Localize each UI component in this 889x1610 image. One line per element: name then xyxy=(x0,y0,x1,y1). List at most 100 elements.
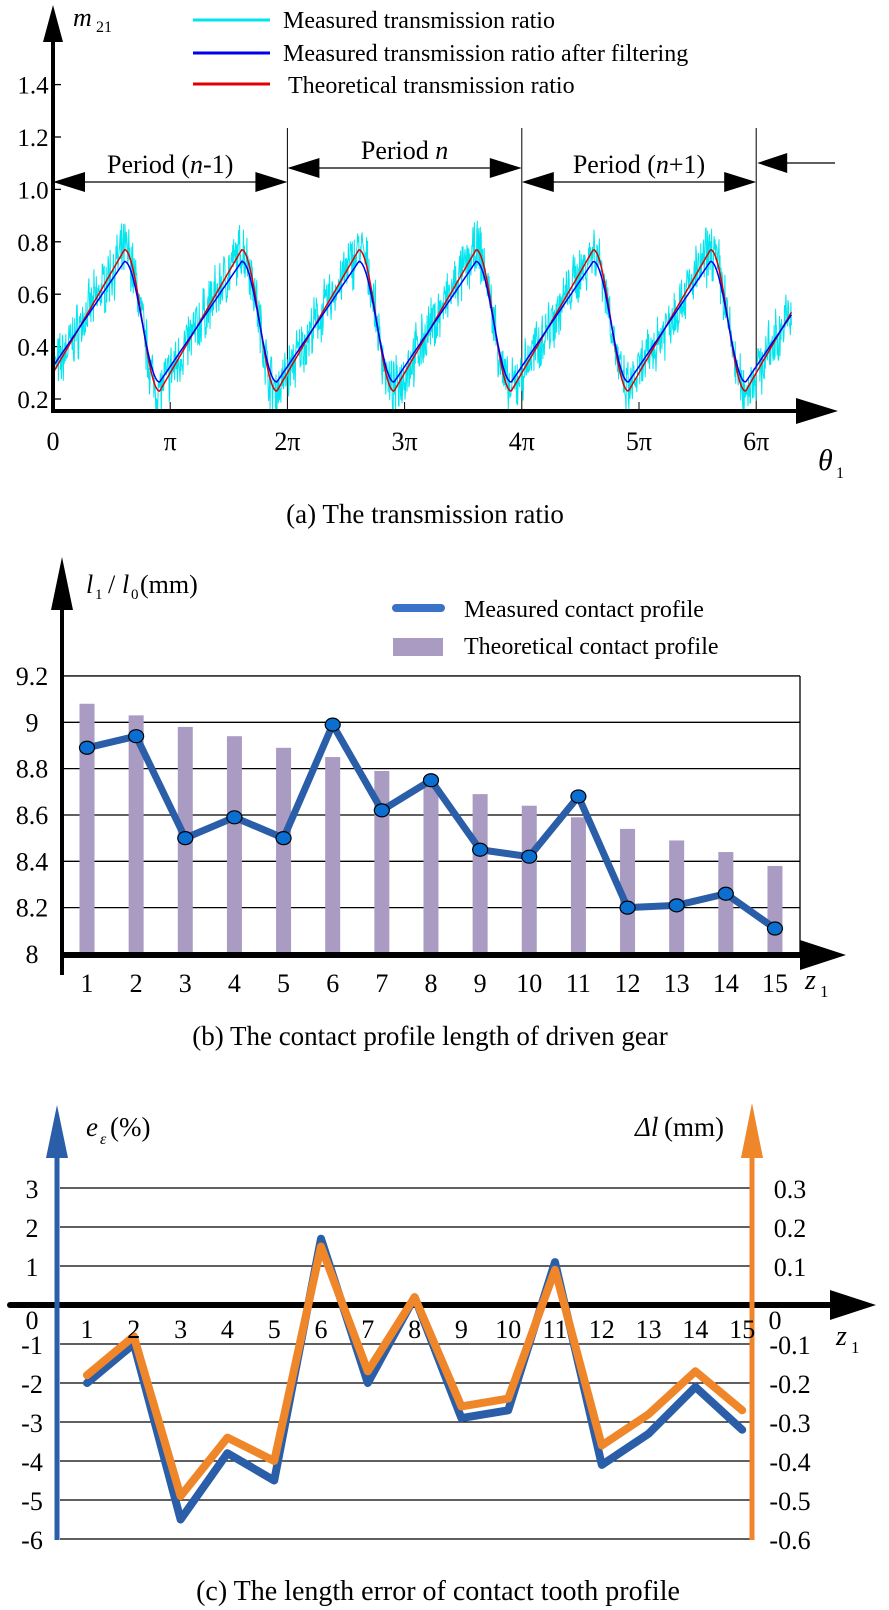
right-y-tick-label: -0.1 xyxy=(769,1331,810,1360)
right-y-tick-label: 0.2 xyxy=(774,1214,807,1243)
y-tick-label: 8.8 xyxy=(16,755,49,784)
bar-theoretical xyxy=(128,715,144,954)
x-tick-label: 10 xyxy=(495,1315,521,1344)
arrowhead-left xyxy=(53,172,85,192)
y-axis-label-unit: (mm) xyxy=(140,570,198,599)
x-tick-label: 9 xyxy=(474,969,487,998)
y-tick-label: 8 xyxy=(26,940,39,969)
y-axis-label-l0: l xyxy=(122,570,129,599)
data-point-measured xyxy=(766,921,784,936)
data-point-measured xyxy=(570,789,587,804)
data-point-measured xyxy=(717,886,734,901)
data-point-measured xyxy=(472,842,489,857)
right-y-axis-ticks: -0.6 -0.5 -0.4 -0.3 -0.2 -0.10 0.1 0.2 0.3 xyxy=(769,1175,811,1555)
x-axis-label: z xyxy=(804,965,816,996)
bar-theoretical xyxy=(521,805,537,954)
bar-theoretical xyxy=(79,703,95,954)
x-tick-label: 0 xyxy=(47,427,60,456)
period-label: Period (n+1) xyxy=(573,150,705,179)
legend-label-measured: Measured transmission ratio xyxy=(283,8,555,34)
data-point-measured xyxy=(373,803,390,818)
x-tick-label: 13 xyxy=(636,1315,662,1344)
x-axis-arrow xyxy=(796,398,838,424)
legend-label-theoretical: Theoretical transmission ratio xyxy=(288,73,575,99)
right-y-tick-label: 0.1 xyxy=(774,1253,807,1282)
x-tick-label: 5 xyxy=(268,1315,281,1344)
caption-b: (b) The contact profile length of driven… xyxy=(192,1021,668,1051)
arrowhead-right xyxy=(255,172,288,192)
left-y-axis-arrow xyxy=(46,1105,68,1158)
left-y-tick-label: -2 xyxy=(21,1370,43,1399)
chart-b-contact-profile-length: 88.28.48.68.899.2 1 2 3 4 5 6 7 8 9 10 11 12 13 14 15 … xyxy=(16,557,846,1051)
data-point-measured xyxy=(668,898,685,913)
period-annotation-next xyxy=(757,153,835,173)
y-tick-label: 8.6 xyxy=(16,801,49,830)
line-e-epsilon xyxy=(83,1234,747,1524)
x-axis-ticks: 0 π 2π 3π 4π 5π 6π xyxy=(47,402,769,456)
y-tick-label: 1.2 xyxy=(17,125,48,152)
left-y-tick-label: 3 xyxy=(26,1175,39,1204)
x-tick-label: 14 xyxy=(682,1315,708,1344)
y-axis-label-sub1: 1 xyxy=(95,587,103,603)
left-y-axis-label-unit: (%) xyxy=(110,1112,150,1142)
y-axis-arrow xyxy=(51,557,73,610)
data-point-measured xyxy=(177,831,194,846)
bar-theoretical xyxy=(423,782,439,954)
x-axis-label-sub: 1 xyxy=(836,465,844,482)
data-point-measured xyxy=(78,740,96,755)
bar-theoretical xyxy=(226,736,242,954)
right-y-axis-label-unit: (mm) xyxy=(664,1112,724,1142)
bar-theoretical xyxy=(620,828,636,954)
arrowhead-left xyxy=(521,172,554,192)
x-tick-label: 6 xyxy=(326,969,339,998)
bar-theoretical xyxy=(472,794,488,954)
data-point-measured xyxy=(128,729,145,744)
x-axis-arrow xyxy=(830,1290,876,1320)
series-measured xyxy=(53,220,792,412)
bar-theoretical xyxy=(570,817,586,954)
y-tick-label: 1.0 xyxy=(17,177,48,204)
bar-theoretical xyxy=(718,852,734,954)
x-tick-label: 3 xyxy=(179,969,192,998)
x-tick-label: 6π xyxy=(743,427,769,456)
left-y-tick-label: -4 xyxy=(21,1448,43,1477)
y-axis-label-l1: l xyxy=(86,570,93,599)
x-tick-label: 9 xyxy=(455,1315,468,1344)
x-axis-label: θ xyxy=(818,444,833,477)
data-point-measured xyxy=(324,717,341,732)
bar-theoretical xyxy=(374,770,390,954)
arrowhead-right xyxy=(489,158,522,178)
x-tick-label: 4 xyxy=(228,969,241,998)
x-tick-label: 15 xyxy=(762,969,788,998)
y-axis-label-sub0: 0 xyxy=(131,587,139,603)
right-y-tick-label: -0.4 xyxy=(769,1448,810,1477)
period-annotation: Period (n-1) xyxy=(53,150,288,192)
period-annotations: Period (n-1) Period n Period (n+1) xyxy=(53,136,835,192)
x-axis-label: z xyxy=(835,1321,847,1352)
x-tick-label: 1 xyxy=(81,969,94,998)
legend-label-filtered: Measured transmission ratio after filter… xyxy=(283,41,688,67)
right-y-axis-label: Δl xyxy=(634,1112,658,1142)
y-tick-label: 9.2 xyxy=(16,662,49,691)
x-tick-label: 2π xyxy=(274,427,300,456)
legend-label-measured: Measured contact profile xyxy=(464,597,704,623)
x-tick-label: 7 xyxy=(375,969,388,998)
x-axis-arrow xyxy=(800,940,846,970)
x-tick-label: 4π xyxy=(509,427,535,456)
data-point-measured xyxy=(275,831,292,846)
chart-a-transmission-ratio: 0.2 0.4 0.6 0.8 1.0 1.2 1.4 m 21 θ 1 0 π 2π 3π 4π 5… xyxy=(17,3,844,529)
x-tick-label: 15 xyxy=(729,1315,755,1344)
x-tick-label: 8 xyxy=(424,969,437,998)
x-tick-label: 7 xyxy=(361,1315,374,1344)
x-tick-label: 2 xyxy=(130,969,143,998)
data-point-measured xyxy=(422,773,440,788)
x-tick-label: 4 xyxy=(221,1315,234,1344)
x-tick-label: 11 xyxy=(542,1315,567,1344)
bar-theoretical xyxy=(767,865,783,954)
bar-theoretical xyxy=(276,747,292,954)
left-y-tick-label: 0 xyxy=(26,1306,39,1335)
data-point-measured xyxy=(619,900,636,915)
x-tick-label: 11 xyxy=(566,969,591,998)
x-tick-label: 13 xyxy=(664,969,690,998)
x-tick-label: 1 xyxy=(81,1315,94,1344)
